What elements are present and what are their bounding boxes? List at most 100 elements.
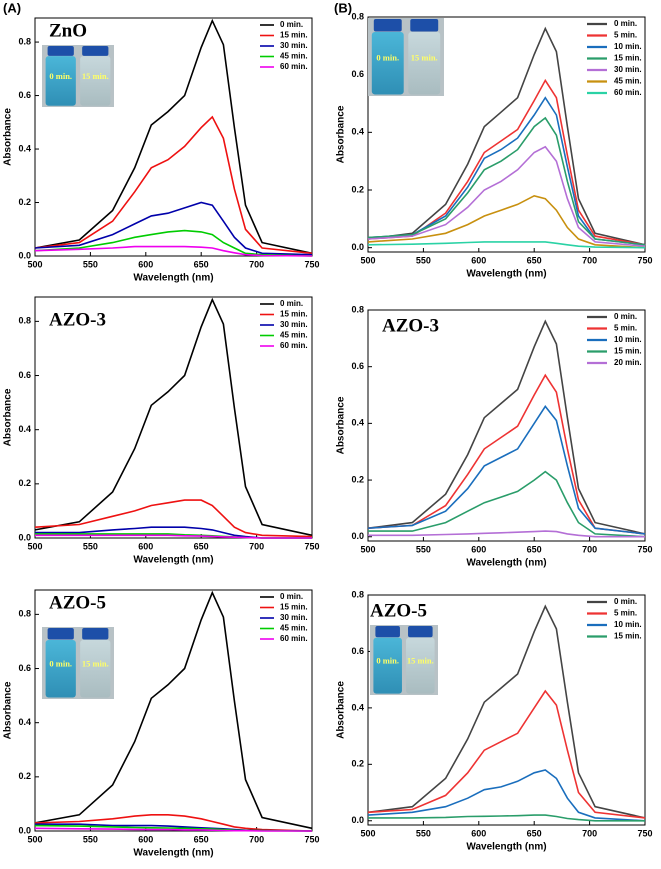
spectrum-line	[34, 245, 313, 257]
y-tick-label: 0.2	[18, 197, 31, 207]
spectrum-line	[34, 590, 313, 830]
vial	[408, 32, 441, 95]
y-tick-label: 0.6	[351, 69, 364, 79]
x-tick-label: 500	[27, 259, 42, 269]
vial	[373, 637, 402, 694]
spectrum-line	[367, 319, 646, 535]
y-tick-label: 0.8	[351, 589, 364, 599]
y-tick-label: 0.0	[351, 815, 364, 825]
vial-cap	[82, 46, 109, 56]
chart: 500 550 600 650 700 750 0.0 0.2 0.4 0.6 0.8 Wavelen…	[3, 589, 320, 859]
legend-label: 60 min.	[280, 341, 308, 350]
y-tick-label: 0.8	[351, 304, 364, 314]
legend-label: 0 min.	[280, 299, 303, 308]
chart-title: ZnO	[49, 20, 87, 41]
x-tick-label: 700	[582, 255, 597, 265]
x-tick-label: 600	[471, 544, 486, 554]
y-tick-label: 0.4	[18, 717, 31, 727]
spectrum-line	[367, 145, 646, 247]
y-tick-label: 0.6	[18, 370, 31, 380]
legend-label: 15 min.	[280, 31, 308, 40]
legend-label: 0 min.	[280, 592, 303, 601]
y-tick-label: 0.2	[351, 184, 364, 194]
chart: 500 550 600 650 700 750 0.0 0.2 0.4 0.6 0.8 Wavelen…	[336, 11, 653, 279]
y-axis-label: Absorbance	[336, 681, 347, 739]
y-tick-label: 0.2	[18, 771, 31, 781]
vial-cap	[410, 19, 439, 32]
y-tick-label: 0.2	[18, 478, 31, 488]
y-tick-label: 0.8	[18, 316, 31, 326]
x-tick-label: 650	[527, 544, 542, 554]
legend-label: 15 min.	[614, 347, 642, 356]
vial	[45, 56, 76, 106]
x-tick-label: 500	[27, 541, 42, 551]
y-tick-label: 0.8	[18, 36, 31, 46]
legend-label: 45 min.	[280, 624, 308, 633]
spectrum-line	[367, 769, 646, 822]
legend-label: 15 min.	[614, 54, 642, 63]
legend-label: 45 min.	[280, 52, 308, 61]
spectrum-line	[34, 201, 313, 256]
x-tick-label: 750	[304, 259, 319, 269]
spectrum-line	[34, 18, 313, 255]
spectrum-line	[35, 534, 312, 539]
legend-label: 30 min.	[614, 65, 642, 74]
x-tick-label: 750	[304, 541, 319, 551]
spectrum-line	[34, 297, 313, 537]
spectrum-line	[367, 241, 646, 249]
x-tick-label: 550	[83, 541, 98, 551]
spectrum-line	[367, 373, 646, 535]
chart-title: AZO-3	[49, 309, 106, 330]
legend-label: 60 min.	[280, 62, 308, 71]
y-tick-label: 0.6	[18, 90, 31, 100]
legend-label: 15 min.	[280, 310, 308, 319]
x-axis-label: Wavelength (nm)	[133, 555, 213, 566]
inset-label: 0 min.	[376, 53, 399, 63]
x-tick-label: 600	[138, 541, 153, 551]
inset-label: 0 min.	[49, 658, 72, 668]
y-tick-label: 0.2	[351, 759, 364, 769]
spectrum-line	[368, 470, 646, 538]
x-tick-label: 500	[27, 834, 42, 844]
spectrum-line	[34, 499, 313, 538]
spectrum-line	[34, 827, 312, 832]
x-tick-label: 550	[416, 828, 431, 838]
panel-label: (A)	[3, 0, 21, 15]
spectrum-line	[367, 689, 646, 819]
chart-title: AZO-5	[370, 600, 427, 621]
vial-cap	[82, 628, 109, 640]
y-tick-label: 0.4	[351, 702, 364, 712]
legend-label: 0 min.	[614, 312, 637, 321]
y-tick-label: 0.4	[351, 127, 364, 137]
spectrum-line	[367, 26, 646, 246]
x-tick-label: 750	[304, 834, 319, 844]
legend-label: 10 min.	[614, 620, 642, 629]
spectrum-line	[367, 405, 646, 535]
y-axis-label: Absorbance	[3, 108, 14, 166]
legend-label: 20 min.	[614, 358, 642, 367]
spectrum-line	[368, 530, 645, 538]
legend-label: 30 min.	[280, 41, 308, 50]
vial-cap	[373, 19, 402, 32]
inset-label: 15 min.	[82, 71, 109, 81]
inset-label: 0 min.	[49, 71, 72, 81]
x-tick-label: 650	[194, 541, 209, 551]
chart: 500 550 600 650 700 750 0.0 0.2 0.4 0.6 0.8 Wavelen…	[336, 304, 653, 568]
plot-frame	[367, 594, 646, 826]
x-tick-label: 600	[138, 834, 153, 844]
y-axis-label: Absorbance	[336, 105, 347, 163]
vial	[80, 639, 111, 698]
vial	[371, 32, 404, 95]
spectrum-line	[34, 229, 313, 257]
inset-label: 15 min.	[407, 655, 434, 665]
x-tick-label: 650	[527, 828, 542, 838]
y-tick-label: 0.0	[351, 531, 364, 541]
x-tick-label: 600	[471, 255, 486, 265]
chart-title: AZO-3	[382, 315, 439, 336]
inset-label: 15 min.	[411, 53, 438, 63]
chart: 500 550 600 650 700 750 0.0 0.2 0.4 0.6 0.8 Wavelen…	[3, 17, 320, 284]
x-tick-label: 600	[471, 828, 486, 838]
y-tick-label: 0.6	[18, 663, 31, 673]
chart-title: AZO-5	[49, 592, 106, 613]
